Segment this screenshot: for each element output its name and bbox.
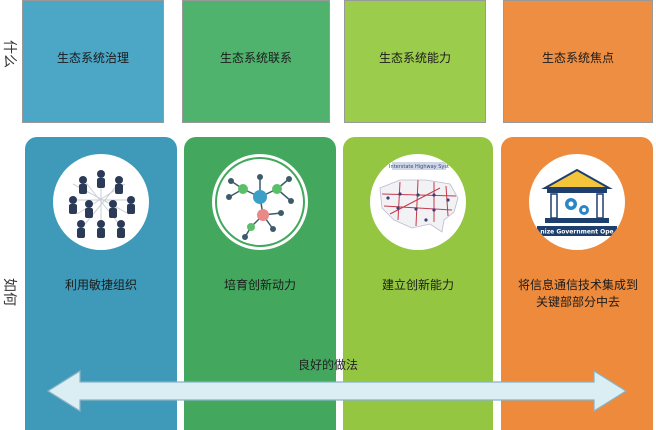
- top-box-title: 生态系统能力: [378, 51, 451, 65]
- top-box-title: 生态系统联系: [219, 51, 292, 65]
- card-text: 利用敏捷组织: [64, 278, 137, 292]
- card-focus: nize Government Ope 将信息通信技术集成到关键部部分中去: [501, 137, 653, 430]
- icon-caption: nize Government Ope: [540, 229, 613, 236]
- top-box-title: 生态系统治理: [56, 51, 129, 65]
- top-box-focus: 生态系统焦点: [503, 0, 653, 123]
- card-text: 建立创新能力: [381, 278, 454, 292]
- top-box-connection: 生态系统联系: [182, 0, 330, 123]
- people-network-icon: [53, 154, 149, 250]
- top-box-governance: 生态系统治理: [22, 0, 164, 123]
- map-caption: Interstate Highway Syst: [389, 164, 449, 170]
- card-connection: 培育创新动力: [184, 137, 336, 430]
- top-box-capability: 生态系统能力: [344, 0, 486, 123]
- good-practice-label: 良好的做法: [297, 358, 358, 372]
- card-governance: 利用敏捷组织: [25, 137, 177, 430]
- top-box-title: 生态系统焦点: [541, 51, 614, 65]
- card-text: 将信息通信技术集成到关键部部分中去: [517, 278, 638, 309]
- row-label-what: 什么: [1, 40, 17, 68]
- government-building-icon: nize Government Ope: [529, 154, 625, 250]
- usa-highway-map-icon: Interstate Highway Syst: [370, 154, 466, 250]
- card-text: 培育创新动力: [223, 278, 296, 292]
- double-arrow: [46, 369, 628, 413]
- card-capability: Interstate Highway Syst 建立创新能力: [343, 137, 493, 430]
- node-network-icon: [212, 154, 308, 250]
- row-label-how: 如何: [1, 278, 17, 306]
